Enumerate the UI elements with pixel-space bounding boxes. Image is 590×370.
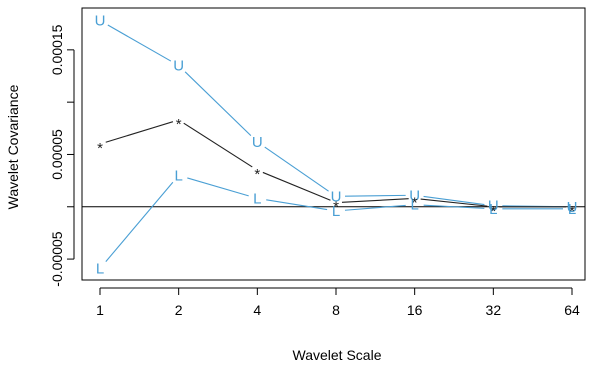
x-tick-label: 2 [175, 302, 183, 318]
series-upper-segment [107, 24, 172, 62]
x-ticks: 1 2 4 8 16 32 64 [96, 288, 580, 318]
series-upper-point: U [252, 134, 263, 151]
y-tick-label: 0.00015 [49, 24, 65, 75]
y-axis-title: Wavelet Covariance [5, 84, 21, 209]
series-estimate-point: * [490, 203, 496, 220]
x-tick-label: 4 [253, 302, 261, 318]
series-estimate-point: * [412, 194, 418, 211]
series-upper-segment [264, 146, 329, 192]
series-upper-point: U [567, 199, 578, 216]
x-tick-label: 1 [96, 302, 104, 318]
series-lower-point: L [96, 260, 104, 277]
series-estimate-segment [420, 198, 488, 207]
series-lower-segment [423, 204, 485, 209]
series-lower-point: L [568, 201, 576, 218]
series-lower-segment [344, 204, 406, 211]
x-tick-label: 16 [407, 302, 423, 318]
series-estimate-point: * [97, 140, 103, 157]
series-upper-point: U [488, 198, 499, 215]
series-estimate-segment [105, 121, 174, 143]
series-lower-point: L [410, 197, 418, 214]
series-estimate-segment [341, 198, 409, 203]
series-estimate-point: * [333, 199, 339, 216]
y-tick-label: -0.00005 [49, 231, 65, 286]
series-upper-point: U [173, 58, 184, 75]
series-lower-segment [266, 199, 328, 211]
series-lower-point: L [174, 167, 182, 184]
series-lower-point: L [253, 190, 261, 207]
series-estimate-point: * [569, 203, 575, 220]
series-estimate-segment [262, 171, 331, 201]
series-lower-segment [105, 181, 174, 262]
series-estimate-point: * [254, 166, 260, 183]
x-tick-label: 32 [486, 302, 502, 318]
series-upper-point: U [95, 13, 106, 30]
series-lower-point: L [489, 201, 497, 218]
series-upper-segment [344, 194, 406, 197]
x-axis-title: Wavelet Scale [293, 347, 382, 363]
series-estimate-point: * [176, 116, 182, 133]
series-lower-segment [187, 177, 249, 197]
x-tick-label: 8 [332, 302, 340, 318]
series-lower-point: L [332, 203, 340, 220]
series-upper-point: U [331, 188, 342, 205]
series-upper-segment [423, 195, 485, 206]
y-ticks: -0.00005 0.00005 0.00015 [49, 24, 74, 287]
x-tick-label: 64 [564, 302, 580, 318]
series-upper-point: U [409, 187, 420, 204]
y-tick-label: 0.00005 [49, 129, 65, 180]
series-upper-segment [184, 71, 252, 137]
plot-frame [81, 7, 586, 281]
series-estimate-segment [183, 122, 253, 168]
